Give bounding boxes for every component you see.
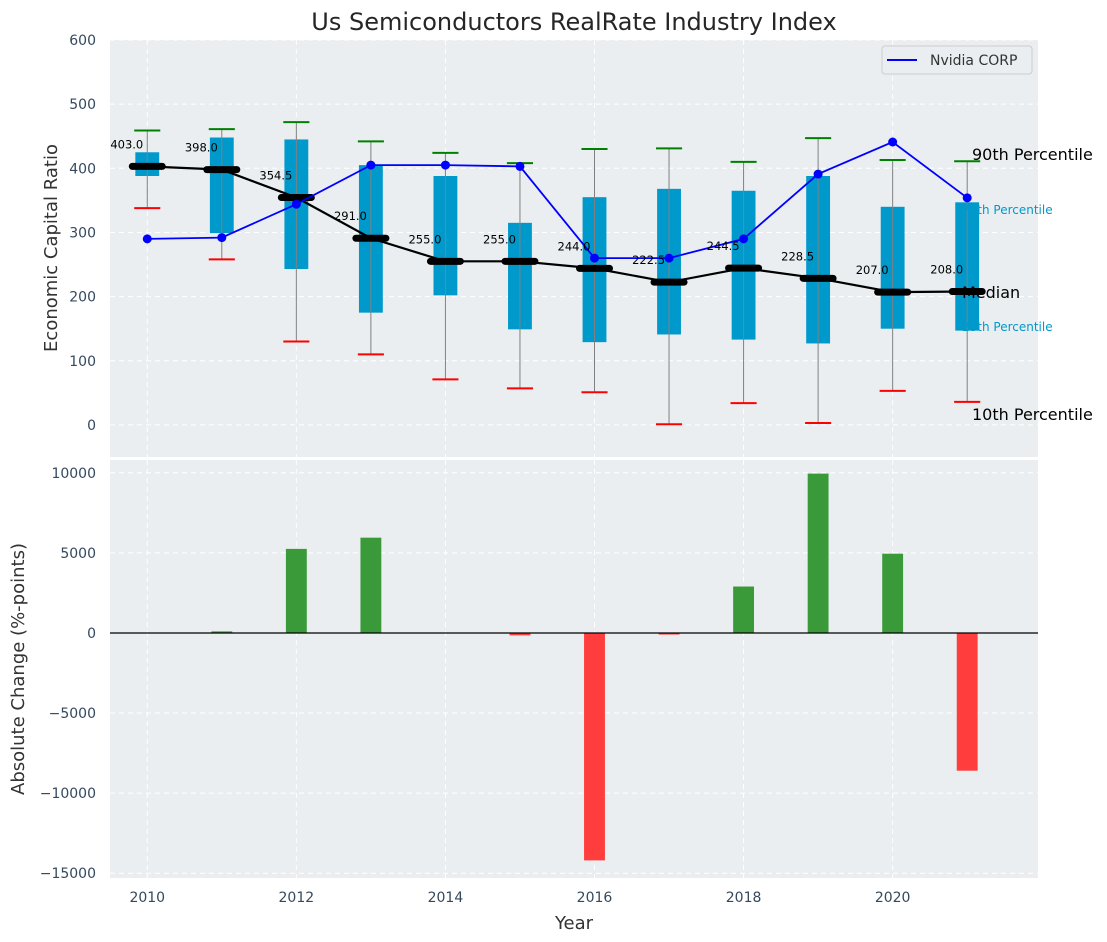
percentile-annotations: 90th Percentile 75th Percentile Median 2… <box>962 145 1093 424</box>
top-y-tick-label: 200 <box>69 290 96 306</box>
top-y-tick-label: 500 <box>69 97 96 113</box>
bottom-y-tick-label: 10000 <box>51 466 96 482</box>
x-axis-label: Year <box>554 913 594 934</box>
bottom-y-ticks: −15000 −10000 −5000 0 5000 10000 <box>40 466 96 882</box>
legend: Nvidia CORP <box>881 45 1033 75</box>
bottom-y-tick-label: −15000 <box>40 866 96 882</box>
bottom-y-tick-label: 0 <box>87 626 96 642</box>
nvidia-point <box>739 234 749 244</box>
median-value-label: 291.0 <box>334 209 367 223</box>
nvidia-point <box>440 160 450 170</box>
top-y-tick-label: 0 <box>87 418 96 434</box>
nvidia-point <box>589 253 599 263</box>
median-value-label: 207.0 <box>856 263 889 277</box>
nvidia-point <box>291 199 301 209</box>
annotation-90th-percentile: 90th Percentile <box>972 145 1093 164</box>
nvidia-point <box>888 137 898 147</box>
annotation-10th-percentile: 10th Percentile <box>972 405 1093 424</box>
median-line-group <box>128 162 986 296</box>
nvidia-point <box>962 193 972 203</box>
bottom-y-tick-label: 5000 <box>60 546 96 562</box>
change-bar-2013 <box>360 537 382 633</box>
chart-title: Us Semiconductors RealRate Industry Inde… <box>311 8 836 36</box>
nvidia-point <box>142 234 152 244</box>
change-bar-2012 <box>285 548 307 633</box>
top-y-tick-label: 100 <box>69 354 96 370</box>
x-tick-label: 2016 <box>577 890 613 906</box>
change-bar-2016 <box>584 632 605 861</box>
annotation-25th-percentile: 25th Percentile <box>962 320 1053 334</box>
median-value-label: 244.0 <box>558 239 591 253</box>
median-value-label: 354.5 <box>259 168 292 182</box>
box-plot-2021 <box>954 160 981 403</box>
change-bar-2018 <box>733 586 755 633</box>
nvidia-line <box>147 140 968 260</box>
box-plot-2011 <box>208 128 235 261</box>
x-tick-label: 2010 <box>129 890 165 906</box>
nvidia-point <box>515 161 525 171</box>
change-bar-2019 <box>807 473 829 633</box>
top-y-tick-label: 300 <box>69 225 96 241</box>
median-value-label: 255.0 <box>408 232 441 246</box>
nvidia-point <box>813 169 823 179</box>
x-tick-label: 2018 <box>726 890 762 906</box>
median-value-label: 228.5 <box>781 249 814 263</box>
median-value-label: 255.0 <box>483 232 516 246</box>
change-bars <box>211 473 978 861</box>
box-plot-2014 <box>432 151 459 381</box>
bottom-y-axis-label: Absolute Change (%-points) <box>8 543 29 795</box>
bottom-panel: −15000 −10000 −5000 0 5000 10000 2010 2012 2014… <box>8 460 1038 934</box>
change-bar-2011 <box>211 631 233 633</box>
legend-label-nvidia: Nvidia CORP <box>930 53 1017 69</box>
median-value-label: 222.5 <box>632 253 665 267</box>
x-ticks: 2010 2012 2014 2016 2018 2020 <box>129 890 910 906</box>
median-value-label: 208.0 <box>930 262 963 276</box>
nvidia-series <box>142 137 972 263</box>
bottom-y-tick-label: −10000 <box>40 786 96 802</box>
top-y-tick-label: 400 <box>69 161 96 177</box>
median-value-label: 398.0 <box>185 141 218 155</box>
annotation-median: Median <box>962 283 1020 302</box>
median-value-label: 403.0 <box>110 137 143 151</box>
top-y-ticks: 0 100 200 300 400 500 600 <box>69 33 96 434</box>
x-tick-label: 2012 <box>279 890 315 906</box>
box-plot-2015 <box>506 162 534 390</box>
median-labels: 403.0 398.0 354.5 291.0 255.0 255.0 244.0 222.5… <box>110 137 963 277</box>
top-panel: 0 100 200 300 400 500 600 403.0 398.0 354.5 291.0… <box>41 33 1093 457</box>
nvidia-point <box>217 233 227 243</box>
x-tick-label: 2014 <box>428 890 464 906</box>
change-bar-2017 <box>658 632 680 635</box>
legend-box <box>881 45 1033 75</box>
nvidia-point <box>664 253 674 263</box>
box-plot-2020 <box>879 158 906 392</box>
top-y-tick-label: 600 <box>69 33 96 49</box>
bottom-y-tick-label: −5000 <box>49 706 96 722</box>
change-bar-2020 <box>882 553 904 633</box>
top-y-axis-label: Economic Capital Ratio <box>41 144 62 352</box>
change-bar-2015 <box>509 632 531 636</box>
annotation-75th-percentile: 75th Percentile <box>962 203 1053 217</box>
x-tick-label: 2020 <box>875 890 911 906</box>
change-bar-2021 <box>956 632 978 771</box>
nvidia-point <box>366 160 376 170</box>
bottom-panel-background <box>110 460 1038 878</box>
median-value-label: 244.5 <box>707 239 740 253</box>
